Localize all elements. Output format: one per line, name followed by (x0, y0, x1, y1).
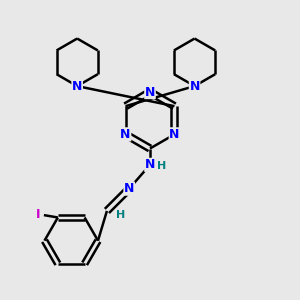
Text: H: H (116, 210, 125, 220)
Text: N: N (120, 128, 131, 141)
Text: N: N (169, 128, 180, 141)
Text: H: H (157, 161, 166, 171)
Text: N: N (145, 158, 155, 171)
Text: N: N (145, 85, 155, 98)
Text: N: N (72, 80, 83, 93)
Text: N: N (189, 80, 200, 93)
Text: I: I (36, 208, 41, 221)
Text: N: N (124, 182, 134, 195)
